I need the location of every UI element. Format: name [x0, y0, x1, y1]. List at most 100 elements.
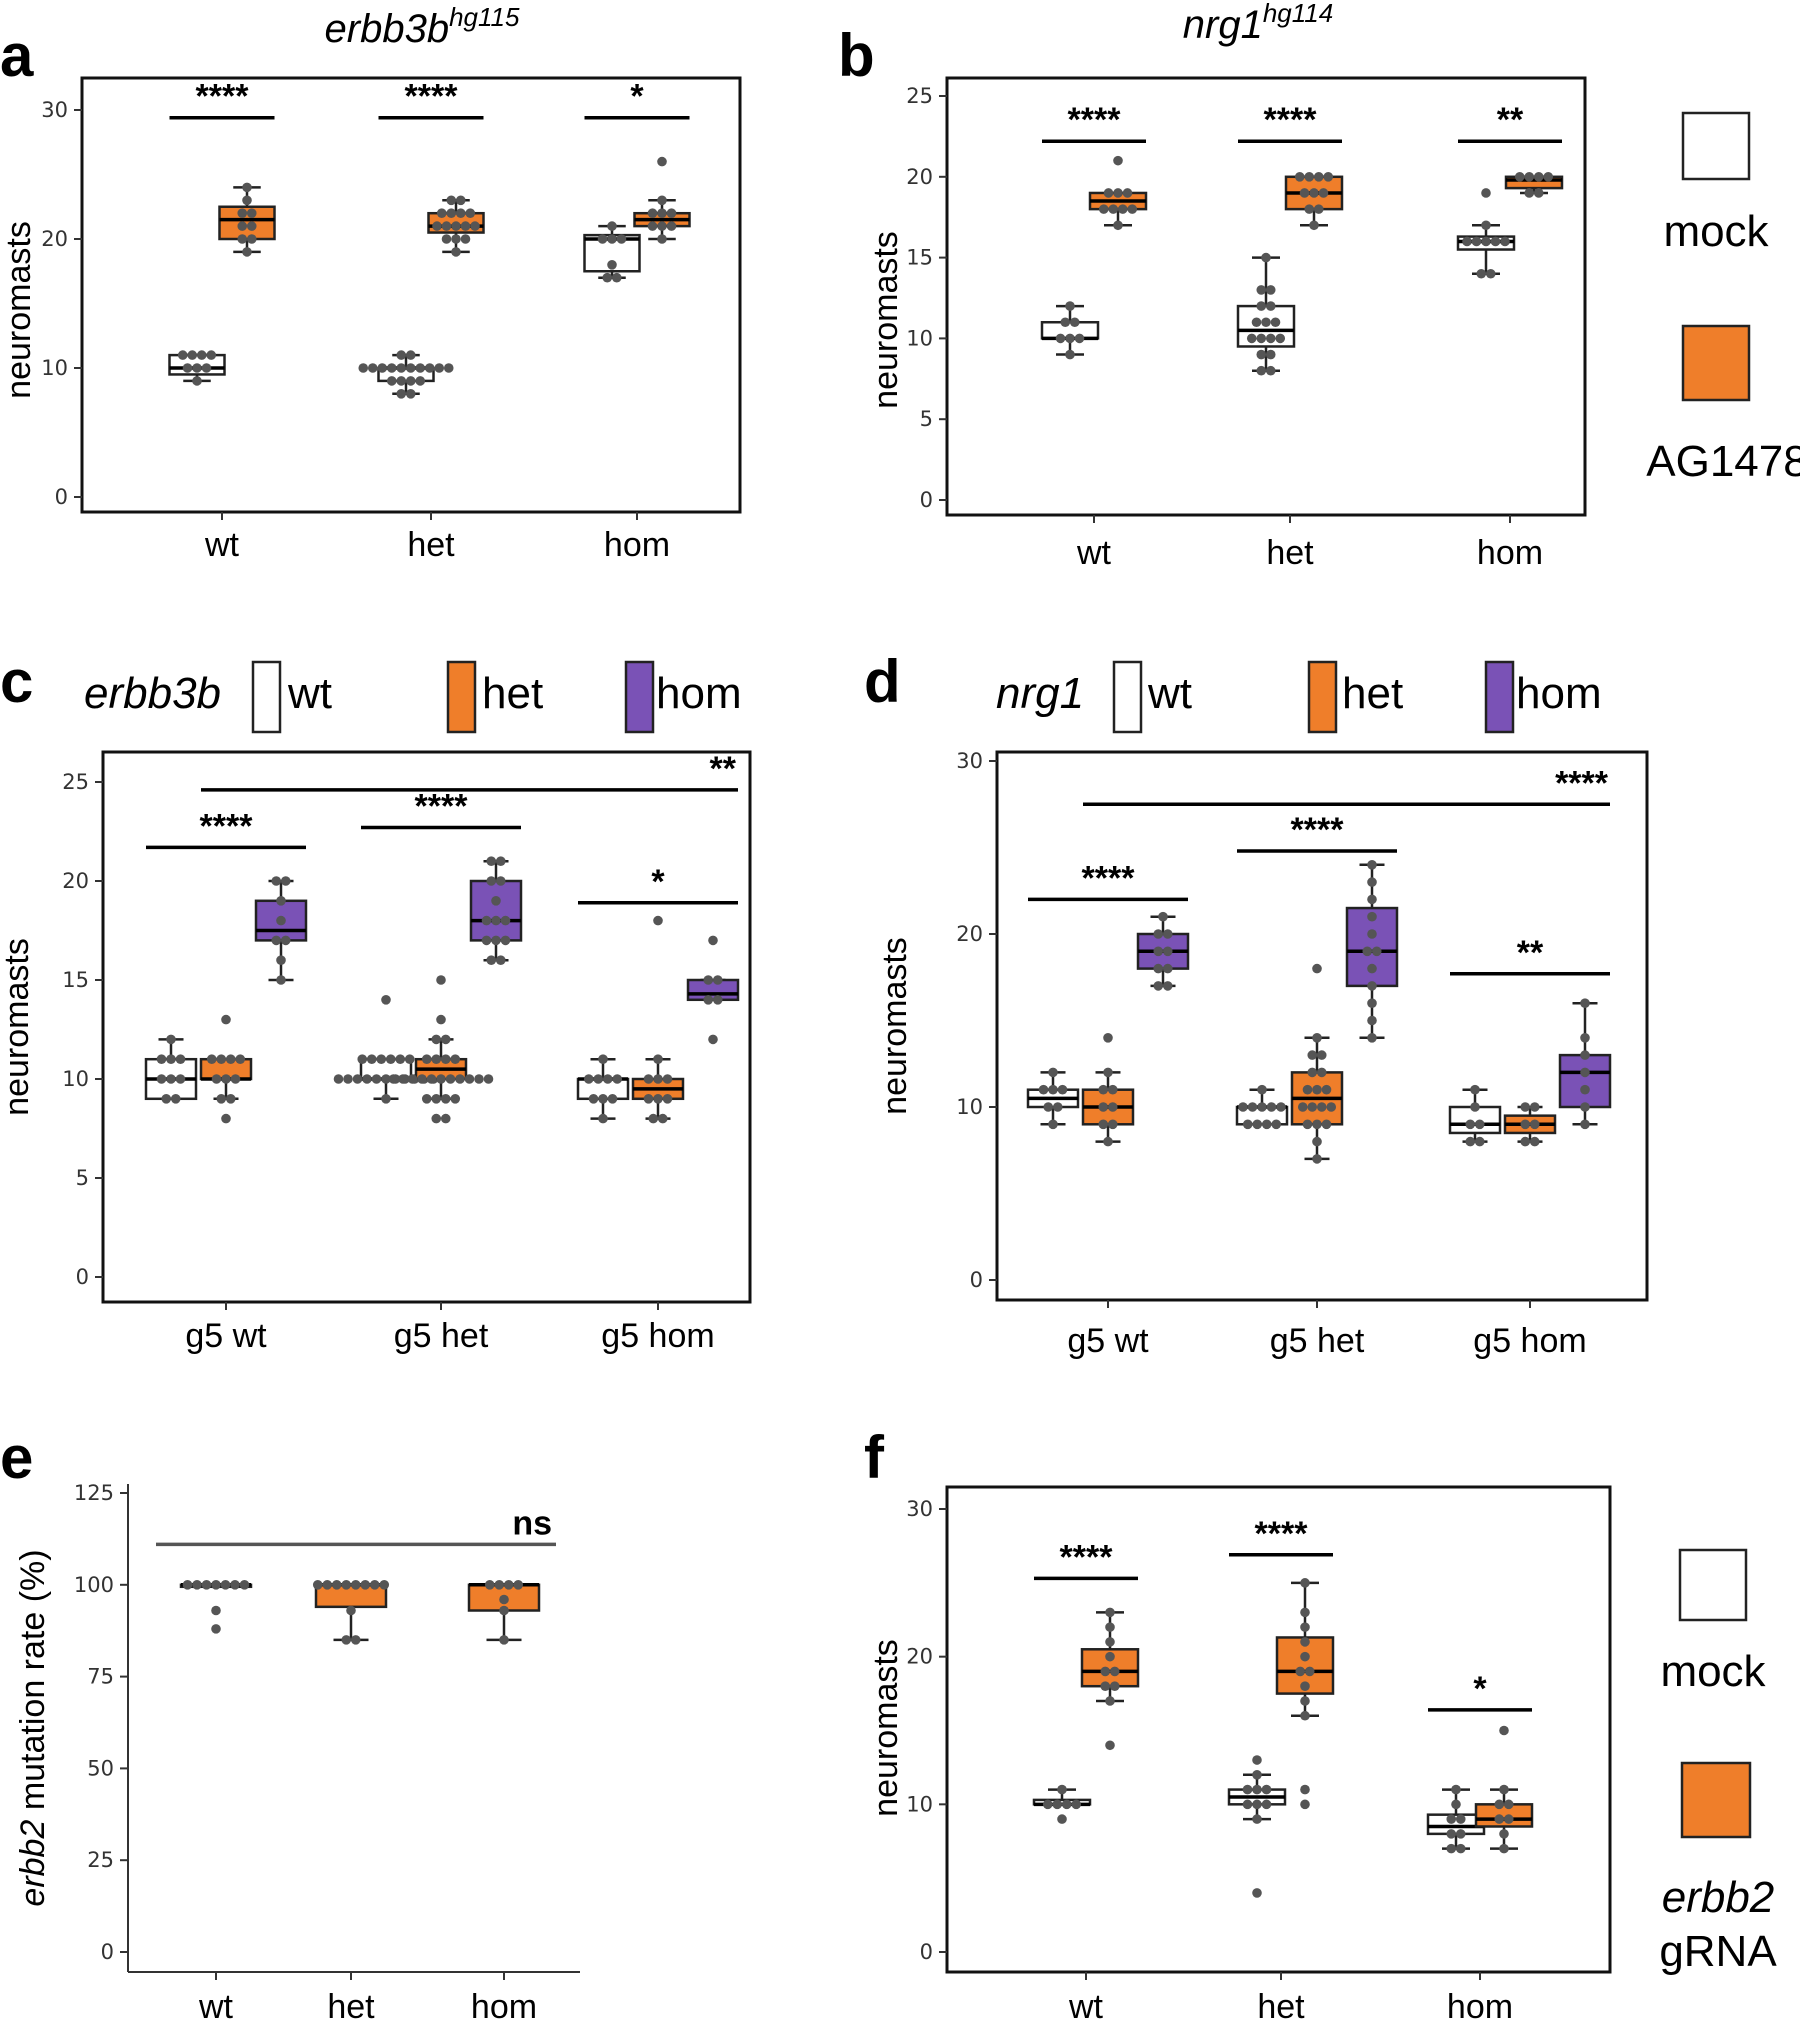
data-point: [491, 915, 501, 926]
data-point: [1048, 1067, 1058, 1078]
data-point: [1256, 285, 1267, 295]
data-point: [1107, 1084, 1118, 1095]
data-point: [379, 1580, 390, 1590]
data-point: [1294, 172, 1305, 182]
data-point: [1321, 1119, 1332, 1130]
data-point: [1367, 894, 1377, 905]
data-point: [1251, 317, 1262, 328]
data-point: [1061, 1799, 1072, 1810]
data-point: [1326, 1102, 1337, 1112]
data-point: [486, 856, 497, 866]
box-het-mock: [358, 350, 454, 399]
data-point: [653, 1094, 663, 1104]
data-point: [657, 234, 667, 244]
data-point: [1316, 1102, 1327, 1112]
data-point: [1098, 1084, 1109, 1095]
y-tick-label: 30: [906, 1497, 933, 1521]
data-point: [451, 234, 461, 244]
data-point: [377, 363, 388, 373]
data-point: [1312, 963, 1322, 974]
data-point: [1312, 1136, 1322, 1147]
significance-label: ****: [1264, 101, 1318, 139]
data-point: [221, 1014, 231, 1025]
significance-label: ****: [196, 78, 250, 116]
data-point: [1127, 204, 1138, 214]
box-iqr: [1080, 1648, 1140, 1688]
data-point: [1524, 188, 1535, 198]
data-point: [1321, 1084, 1332, 1095]
data-point: [499, 1594, 509, 1605]
data-point: [1316, 1050, 1327, 1060]
data-point: [1098, 1102, 1109, 1112]
data-point: [415, 363, 426, 373]
data-point: [662, 1094, 673, 1104]
data-point: [350, 1635, 361, 1645]
data-point: [1309, 188, 1319, 198]
data-point: [657, 156, 667, 167]
data-point: [1367, 1033, 1377, 1043]
box-g5-het-hom: [1345, 860, 1399, 1043]
box-hom-mock: [1456, 188, 1516, 279]
data-point: [322, 1580, 333, 1590]
box-wt-mock: [1032, 1784, 1092, 1824]
data-point: [451, 247, 461, 257]
data-point: [242, 195, 252, 206]
data-point: [1052, 1102, 1063, 1112]
data-point: [1499, 1725, 1509, 1736]
data-point: [431, 1054, 442, 1064]
data-point: [206, 1054, 217, 1064]
panel-letter: f: [864, 1424, 885, 1491]
plot-frame: [945, 76, 1587, 517]
data-point: [1481, 236, 1491, 247]
plot-frame: [80, 76, 742, 514]
significance-label: ****: [1060, 1538, 1114, 1576]
y-tick-label: 20: [62, 869, 89, 893]
data-point: [1252, 1119, 1263, 1130]
data-point: [405, 363, 416, 373]
data-point: [280, 876, 291, 886]
y-tick-label: 15: [62, 968, 89, 992]
data-point: [341, 1580, 352, 1590]
y-tick-label: 5: [76, 1166, 89, 1190]
box-g5-wt-hom: [1136, 911, 1190, 991]
data-point: [1065, 349, 1075, 360]
data-point: [1242, 1799, 1253, 1810]
significance-label: ****: [1255, 1515, 1309, 1553]
data-point: [1153, 946, 1164, 957]
y-tick-label: 20: [906, 165, 933, 189]
data-point: [1300, 1799, 1310, 1810]
data-point: [434, 363, 445, 373]
data-point: [405, 389, 416, 399]
legend-d-swatch-hom: [1484, 660, 1515, 734]
data-point: [1462, 236, 1472, 247]
data-point: [376, 1054, 387, 1064]
data-point: [1494, 1814, 1505, 1824]
y-tick-label: 10: [906, 1792, 933, 1816]
legend-d-gene: nrg1: [996, 669, 1084, 718]
box-iqr: [218, 205, 276, 241]
data-point: [486, 876, 497, 886]
y-tick-label: 75: [87, 1665, 114, 1689]
data-point: [1162, 963, 1173, 974]
x-tick-label: g5 wt: [185, 1317, 267, 1355]
data-point: [616, 234, 627, 244]
legend-f-label-mock: mock: [1660, 1647, 1766, 1696]
data-point: [1362, 946, 1373, 957]
data-point: [1113, 188, 1123, 198]
legend-c-label-het: het: [482, 669, 543, 718]
data-point: [1057, 1084, 1068, 1095]
x-tick-label: hom: [471, 1988, 537, 2026]
data-point: [1446, 1843, 1457, 1854]
y-tick-label: 0: [76, 1265, 89, 1289]
significance-label: ****: [1555, 764, 1609, 802]
data-point: [1367, 963, 1377, 974]
y-tick-label: 20: [956, 922, 983, 946]
data-point: [1057, 1784, 1067, 1795]
box-g5-het-het: [1290, 963, 1344, 1164]
data-point: [451, 221, 461, 231]
data-point: [1246, 333, 1257, 344]
data-point: [1103, 1136, 1113, 1147]
data-point: [460, 234, 471, 244]
data-point: [666, 221, 677, 231]
